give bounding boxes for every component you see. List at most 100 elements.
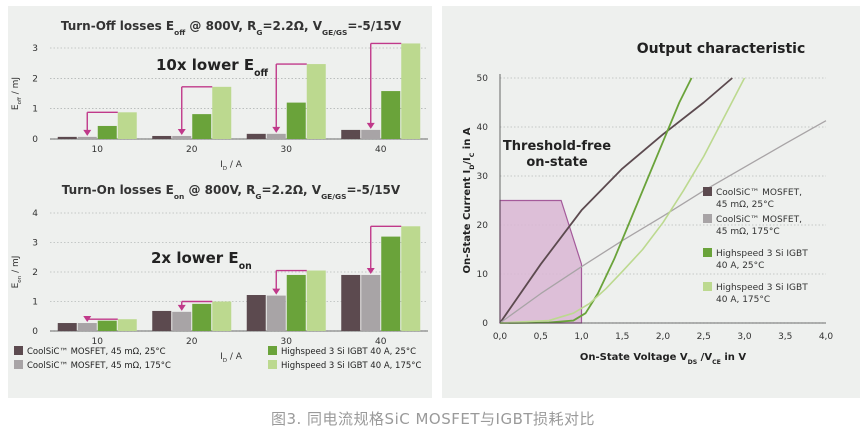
figure-caption: 图3. 同电流规格SiC MOSFET与IGBT损耗对比	[270, 410, 596, 428]
bar	[401, 226, 421, 331]
bar	[381, 236, 401, 331]
legend-swatch	[268, 346, 277, 355]
legend-label: 40 A, 25°C	[716, 261, 764, 271]
bar	[97, 125, 117, 139]
chart-annotation: 2x lower Eon	[151, 249, 252, 272]
y-axis-label: Eoff / mJ	[11, 77, 23, 110]
chart-title: Output characteristic	[637, 41, 806, 57]
reduction-arrow-head	[177, 128, 186, 135]
x-tick-label: 10	[92, 145, 104, 155]
chart-title: Turn-Off losses Eoff @ 800V, RG=2.2Ω, VG…	[61, 19, 402, 37]
x-tick-label: 20	[186, 145, 198, 155]
series-line	[499, 120, 827, 324]
y-tick-label: 4	[32, 209, 38, 219]
y-tick-label: 50	[477, 74, 489, 84]
y-tick-label: 1	[32, 105, 38, 115]
bar	[212, 301, 232, 331]
bar	[97, 320, 117, 331]
y-tick-label: 0	[482, 319, 488, 329]
bar	[77, 323, 97, 331]
x-tick-label: 1,0	[574, 332, 589, 342]
bar	[192, 114, 212, 139]
x-tick-label: 4,0	[819, 332, 834, 342]
legend-swatch	[14, 346, 23, 355]
chart-annotation: 10x lower Eoff	[156, 56, 269, 79]
legend-label: CoolSiC™ MOSFET, 45 mΩ, 25°C	[27, 347, 166, 357]
chart-title: Turn-On losses Eon @ 800V, RG=2.2Ω, VGE/…	[62, 183, 401, 201]
legend-label: Highspeed 3 Si IGBT 40 A, 25°C	[281, 347, 416, 357]
y-tick-label: 2	[32, 268, 38, 278]
y-tick-label: 0	[32, 327, 38, 337]
legend-swatch	[14, 360, 23, 369]
legend-label: CoolSiC™ MOSFET,	[716, 188, 802, 198]
bar	[172, 311, 192, 331]
x-tick-label: 3,5	[778, 332, 792, 342]
bar-chart-2: Turn-On losses Eon @ 800V, RG=2.2Ω, VGE/…	[11, 183, 428, 371]
x-tick-label: 10	[92, 337, 104, 347]
y-axis-label: Eon / mJ	[11, 256, 23, 289]
bar	[246, 295, 266, 331]
x-tick-label: 3,0	[737, 332, 752, 342]
legend-label: 45 mΩ, 175°C	[716, 227, 780, 237]
y-tick-label: 30	[477, 172, 489, 182]
x-tick-label: 30	[281, 337, 293, 347]
bar	[266, 133, 286, 139]
reduction-arrow-head	[272, 126, 281, 133]
y-tick-label: 10	[477, 270, 489, 280]
bar	[212, 86, 232, 139]
x-axis-label: On-State Voltage VDS /VCE in V	[580, 352, 746, 366]
series-line	[499, 77, 746, 324]
chart-annotation: Threshold-free	[503, 139, 611, 154]
legend-swatch	[703, 214, 712, 223]
legend-label: Highspeed 3 Si IGBT 40 A, 175°C	[281, 361, 422, 371]
bar	[361, 129, 381, 139]
legend-swatch	[703, 282, 712, 291]
legend-label: 45 mΩ, 25°C	[716, 200, 774, 210]
legend-swatch	[703, 187, 712, 196]
reduction-arrow-head	[83, 129, 92, 136]
x-tick-label: 40	[375, 337, 387, 347]
x-axis-label: ID / A	[220, 160, 243, 172]
reduction-arrow-head	[366, 267, 375, 274]
bar	[172, 135, 192, 139]
line-chart: Output characteristic 0 10 20 30 40 50 0,0 0,5 1,…	[462, 41, 833, 366]
y-tick-label: 40	[477, 123, 489, 133]
y-axis-label: On-State Current ID/IC in A	[462, 127, 476, 273]
y-tick-label: 20	[477, 221, 489, 231]
bar	[246, 133, 266, 139]
legend-swatch	[703, 248, 712, 257]
reduction-arrow-head	[83, 316, 92, 323]
bar	[57, 136, 77, 139]
x-axis-label: ID / A	[220, 352, 243, 364]
x-tick-label: 0,0	[493, 332, 508, 342]
y-tick-label: 1	[32, 298, 38, 308]
bar	[152, 135, 172, 139]
series-line	[499, 77, 733, 324]
reduction-arrow-head	[177, 304, 186, 311]
y-tick-label: 3	[32, 44, 38, 54]
legend-label: 40 A, 175°C	[716, 295, 770, 305]
x-tick-label: 1,5	[615, 332, 629, 342]
bar	[192, 303, 212, 331]
bar	[286, 102, 306, 139]
x-tick-label: 30	[281, 145, 293, 155]
reduction-arrow-head	[272, 288, 281, 295]
x-tick-label: 20	[186, 337, 198, 347]
x-tick-label: 2,0	[656, 332, 671, 342]
bar	[341, 274, 361, 331]
bar	[381, 91, 401, 139]
legend-swatch	[268, 360, 277, 369]
legend-label: Highspeed 3 Si IGBT	[716, 283, 808, 293]
bar	[361, 274, 381, 331]
bar	[117, 319, 137, 331]
legend-label: Highspeed 3 Si IGBT	[716, 249, 808, 259]
legend-label: CoolSiC™ MOSFET, 45 mΩ, 175°C	[27, 361, 171, 371]
x-tick-label: 40	[375, 145, 387, 155]
bar	[152, 310, 172, 331]
bar	[306, 64, 326, 139]
x-tick-label: 0,5	[534, 332, 548, 342]
bar	[57, 323, 77, 331]
y-tick-label: 0	[32, 135, 38, 145]
bar-legend: CoolSiC™ MOSFET, 45 mΩ, 25°C CoolSiC™ MOS…	[14, 346, 422, 371]
